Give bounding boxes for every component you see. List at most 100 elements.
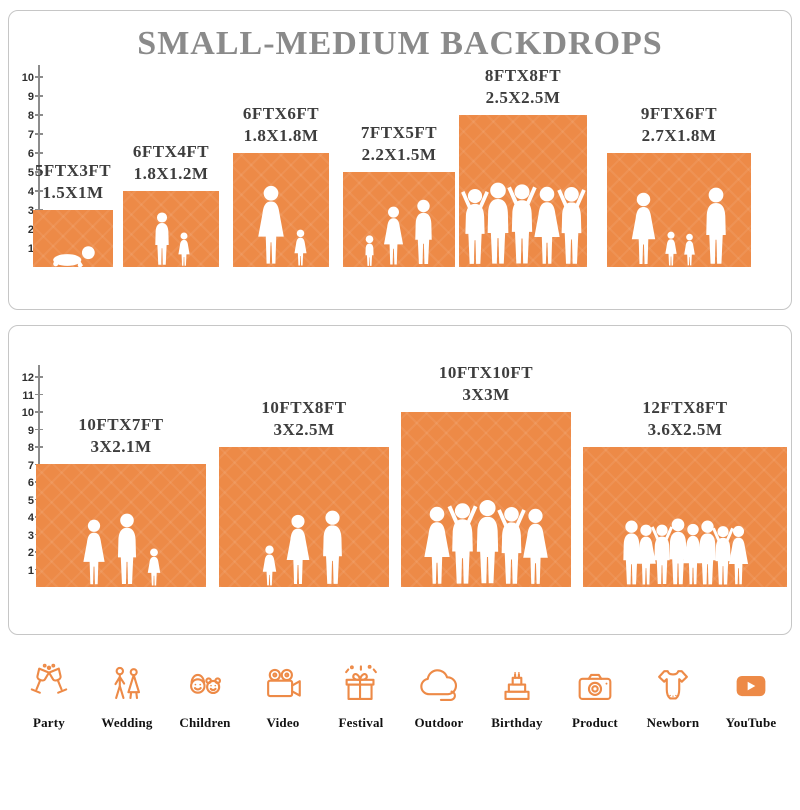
- man-silhouette: [699, 520, 716, 585]
- size-m: 3X3M: [462, 384, 510, 404]
- video-camera-icon: [267, 668, 301, 698]
- backdrop-bar-6x6: 6FTX6FT 1.8X1.8M: [233, 104, 329, 267]
- silhouette-group: [583, 518, 787, 587]
- axis-tick: 6: [17, 146, 47, 160]
- bar-size-label: 6FTX6FT 1.8X1.8M: [243, 103, 319, 147]
- bar-size-label: 6FTX4FT 1.8X1.2M: [133, 141, 209, 185]
- size-m: 3.6X2.5M: [647, 419, 723, 439]
- size-ft: 10FTX10FT: [438, 362, 534, 382]
- armsup-silhouette: [556, 187, 586, 264]
- bar-size-label: 9FTX6FT 2.7X1.8M: [641, 103, 717, 147]
- armsup-silhouette: [460, 188, 489, 264]
- bar-size-label: 10FTX10FT 3X3M: [439, 362, 533, 406]
- size-ft: 5FTX3FT: [34, 160, 112, 180]
- woman-silhouette: [636, 524, 656, 585]
- bar-size-label: 10FTX8FT 3X2.5M: [261, 397, 346, 441]
- silhouette-group: [607, 187, 751, 267]
- backdrop-bar-10x10: 10FTX10FT 3X3M: [401, 363, 571, 587]
- bar-size-label: 10FTX7FT 3X2.1M: [78, 414, 163, 458]
- camera-icon: [578, 673, 612, 700]
- onesie-icon: [658, 670, 688, 700]
- wedding-icon: [114, 666, 141, 700]
- axis-tick: 10: [17, 70, 47, 84]
- size-ft: 10FTX7FT: [78, 414, 164, 434]
- size-ft: 6FTX6FT: [242, 103, 320, 123]
- category-outdoor: Outdoor: [404, 663, 474, 731]
- woman-silhouette: [258, 185, 284, 264]
- category-label: Video: [266, 715, 300, 730]
- backdrop-bar-8x8: 8FTX8FT 2.5X2.5M: [459, 66, 587, 267]
- axis-tick: 9: [17, 423, 47, 437]
- toddler-silhouette: [364, 235, 374, 266]
- backdrop-bar-7x5: 7FTX5FT 2.2X1.5M: [343, 123, 455, 267]
- category-festival: Festival: [326, 663, 396, 731]
- category-label: Party: [32, 715, 66, 730]
- woman-silhouette: [728, 525, 749, 585]
- size-ft: 8FTX8FT: [484, 65, 562, 85]
- size-ft: 10FTX8FT: [261, 397, 347, 417]
- category-wedding: Wedding: [92, 663, 162, 731]
- axis-tick: 9: [17, 89, 47, 103]
- party-icon: [30, 663, 68, 694]
- bar-size-label: 8FTX8FT 2.5X2.5M: [485, 65, 561, 109]
- man-silhouette: [414, 199, 432, 265]
- children-icon: [190, 673, 222, 695]
- armsup-silhouette: [712, 526, 734, 585]
- bottom-chart-panel: 1 2 3 4 5 6 7 8 9 10 11 12 10FTX7FT 3X2.1M 10FTX8FT…: [8, 325, 792, 635]
- silhouette-group: [401, 499, 571, 587]
- man-silhouette: [623, 520, 640, 585]
- category-label: Birthday: [491, 715, 543, 730]
- girl-silhouette: [664, 231, 677, 266]
- category-label: YouTube: [725, 715, 777, 730]
- category-product: Product: [560, 663, 630, 731]
- silhouette-group: [36, 513, 206, 587]
- cloud-icon: [420, 669, 458, 701]
- man-silhouette: [323, 510, 342, 584]
- man-silhouette: [705, 187, 726, 264]
- category-row: Party Wedding Children Video: [0, 663, 800, 731]
- backdrop-bar-6x4: 6FTX4FT 1.8X1.2M: [123, 142, 219, 267]
- man-silhouette: [154, 212, 169, 265]
- woman-silhouette: [424, 506, 450, 584]
- silhouette-group: [459, 180, 587, 267]
- category-label: Outdoor: [414, 715, 464, 730]
- silhouette-group: [219, 510, 389, 587]
- backdrop-bar-5x3: 5FTX3FT 1.5X1M: [33, 161, 113, 267]
- woman-silhouette: [286, 514, 310, 584]
- axis-tick: 11: [17, 388, 47, 402]
- top-chart-panel: SMALL-MEDIUM BACKDROPS 1 2 3 4 5 6 7 8 9 10 5FTX3…: [8, 10, 792, 310]
- backdrop-bar-10x7: 10FTX7FT 3X2.1M: [36, 415, 206, 587]
- silhouette-group: [343, 199, 455, 267]
- size-m: 1.8X1.2M: [133, 163, 209, 183]
- size-m: 1.5X1M: [42, 182, 104, 202]
- category-children: Children: [170, 663, 240, 731]
- armsup-silhouette: [447, 503, 478, 584]
- category-label: Newborn: [646, 715, 700, 730]
- armsup-silhouette: [497, 507, 526, 584]
- girl-silhouette: [262, 545, 277, 586]
- bar-size-label: 5FTX3FT 1.5X1M: [35, 160, 111, 204]
- size-ft: 7FTX5FT: [360, 122, 438, 142]
- backdrop-bar-10x8: 10FTX8FT 3X2.5M: [219, 398, 389, 587]
- backdrop-bar-9x6: 9FTX6FT 2.7X1.8M: [607, 104, 751, 267]
- size-m: 1.8X1.8M: [243, 125, 319, 145]
- woman-silhouette: [83, 519, 105, 585]
- category-party: Party: [14, 663, 84, 731]
- woman-silhouette: [533, 186, 560, 264]
- woman-silhouette: [631, 192, 655, 264]
- girl-silhouette: [177, 232, 190, 266]
- armsup-silhouette: [506, 184, 537, 264]
- size-m: 2.5X2.5M: [485, 87, 561, 107]
- woman-silhouette: [683, 523, 703, 585]
- bar-size-label: 12FTX8FT 3.6X2.5M: [642, 397, 727, 441]
- silhouette-group: [233, 185, 329, 267]
- category-label: Festival: [338, 715, 384, 730]
- youtube-play-icon: [736, 675, 766, 697]
- category-label: Product: [572, 715, 618, 730]
- bar-size-label: 7FTX5FT 2.2X1.5M: [361, 122, 437, 166]
- category-label: Wedding: [101, 715, 153, 730]
- girl-silhouette: [147, 548, 161, 586]
- axis-tick: 8: [17, 440, 47, 454]
- gift-icon: [345, 664, 377, 700]
- size-m: 2.7X1.8M: [641, 125, 717, 145]
